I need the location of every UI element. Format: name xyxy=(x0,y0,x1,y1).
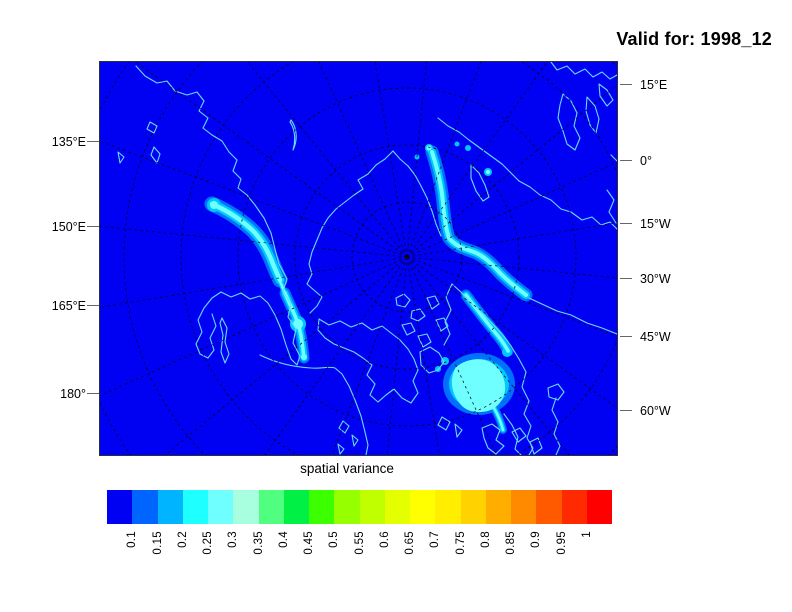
axis-tick xyxy=(620,409,632,412)
ice-variance-regions xyxy=(204,141,533,434)
axis-tick xyxy=(620,159,632,162)
colorbar-title: spatial variance xyxy=(300,461,394,476)
colorbar-tick-label: 0.65 xyxy=(404,531,416,555)
axis-tick xyxy=(87,225,99,228)
colorbar-tick-label: 0.7 xyxy=(429,531,442,548)
colorbar-segment xyxy=(460,490,486,524)
colorbar-tick-label: 0.55 xyxy=(353,531,366,555)
colorbar-segment xyxy=(132,490,158,524)
colorbar-tick-label: 1 xyxy=(580,531,593,538)
polar-map xyxy=(100,62,617,455)
colorbar-tick-label: 0.3 xyxy=(227,531,240,548)
colorbar-segment xyxy=(334,490,360,524)
colorbar-segment xyxy=(283,490,309,524)
colorbar-tick-label: 0.2 xyxy=(176,531,189,548)
colorbar-tick-label: 0.25 xyxy=(202,531,214,555)
axis-tick xyxy=(87,392,99,395)
axis-tick xyxy=(620,335,632,338)
colorbar xyxy=(107,490,612,524)
coastlines xyxy=(117,62,617,455)
plot-title: Valid for: 1998_12 xyxy=(616,29,772,49)
colorbar-segment xyxy=(359,490,385,524)
colorbar-segment xyxy=(157,490,183,524)
colorbar-tick-label: 0.35 xyxy=(252,531,265,555)
graticule-lines xyxy=(100,62,617,455)
right-axis-label: 15°E xyxy=(640,77,668,92)
colorbar-segment xyxy=(561,490,587,524)
axis-tick xyxy=(620,277,632,280)
colorbar-tick-label: 0.5 xyxy=(328,531,341,548)
pole-mark xyxy=(404,256,410,259)
right-axis-label: 60°W xyxy=(640,403,671,418)
left-axis-label: 180° xyxy=(60,386,86,401)
colorbar-segment xyxy=(258,490,284,524)
colorbar-segment xyxy=(107,490,133,524)
map-frame xyxy=(99,61,618,456)
axis-tick xyxy=(620,83,632,86)
right-axis-label: 15°W xyxy=(640,216,671,231)
colorbar-tick-label: 0.45 xyxy=(303,531,315,555)
colorbar-segment xyxy=(511,490,537,524)
axis-tick xyxy=(620,222,632,225)
colorbar-segment xyxy=(208,490,234,524)
colorbar-segment xyxy=(233,490,259,524)
right-axis-label: 45°W xyxy=(640,329,671,344)
axis-tick xyxy=(87,304,99,307)
colorbar-segment xyxy=(410,490,436,524)
left-axis-label: 165°E xyxy=(51,298,86,313)
colorbar-segment xyxy=(384,490,410,524)
colorbar-tick-label: 0.15 xyxy=(151,531,164,555)
left-axis-label: 135°E xyxy=(51,134,86,149)
colorbar-tick-label: 0.85 xyxy=(505,531,517,555)
colorbar-tick-label: 0.95 xyxy=(555,531,568,555)
colorbar-tick-label: 0.75 xyxy=(454,531,467,555)
left-axis-label: 150°E xyxy=(51,219,86,234)
colorbar-tick-label: 0.6 xyxy=(378,531,391,548)
colorbar-tick-label: 0.1 xyxy=(126,531,139,548)
colorbar-segment xyxy=(182,490,208,524)
sea-background xyxy=(100,62,617,455)
colorbar-segment xyxy=(435,490,461,524)
colorbar-segment xyxy=(536,490,562,524)
colorbar-tick-label: 0.9 xyxy=(530,531,543,548)
right-axis-label: 0° xyxy=(640,153,652,168)
colorbar-segment xyxy=(309,490,335,524)
colorbar-tick-label: 0.4 xyxy=(277,531,290,548)
colorbar-segment xyxy=(485,490,511,524)
right-axis-label: 30°W xyxy=(640,271,671,286)
colorbar-tick-label: 0.8 xyxy=(479,531,492,548)
axis-tick xyxy=(87,140,99,143)
colorbar-segment xyxy=(586,490,612,524)
